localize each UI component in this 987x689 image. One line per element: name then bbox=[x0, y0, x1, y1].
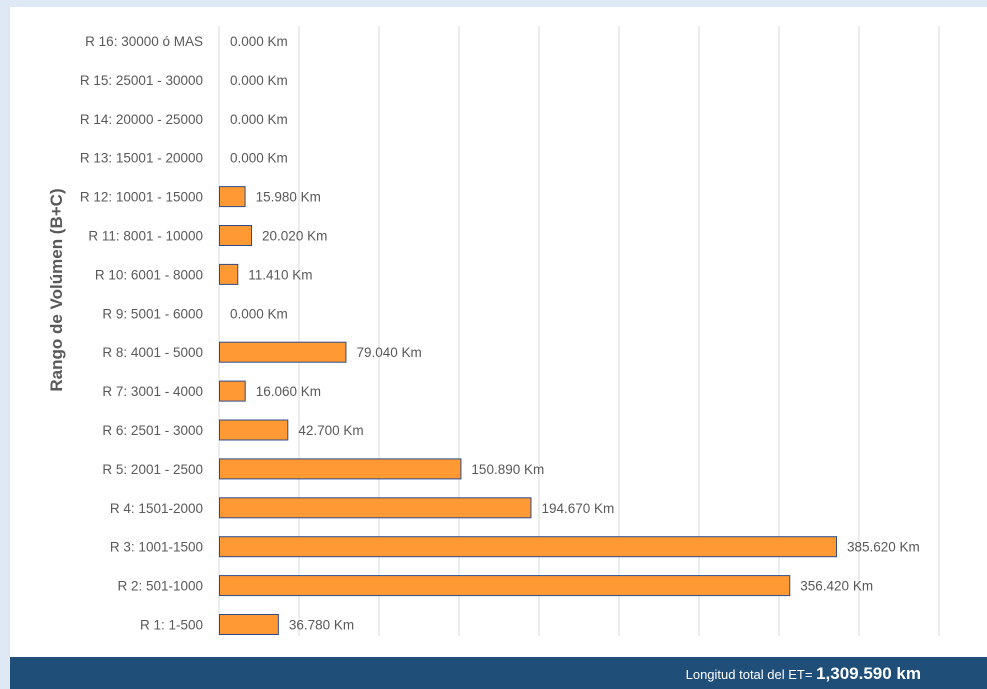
bar bbox=[219, 186, 246, 208]
data-label: 0.000 Km bbox=[230, 151, 288, 166]
category-label: R 16: 30000 ó MAS bbox=[85, 34, 203, 49]
data-label: 0.000 Km bbox=[230, 306, 288, 321]
data-label: 20.020 Km bbox=[262, 229, 327, 244]
data-label: 42.700 Km bbox=[298, 423, 363, 438]
bar bbox=[219, 536, 837, 558]
category-label: R 2: 501-1000 bbox=[117, 579, 203, 594]
data-label: 15.980 Km bbox=[256, 190, 321, 205]
total-length-bar: Longitud total del ET= 1,309.590 km bbox=[10, 657, 987, 689]
data-label: 385.620 Km bbox=[847, 540, 920, 555]
category-label: R 5: 2001 - 2500 bbox=[102, 462, 203, 477]
data-label: 0.000 Km bbox=[230, 73, 288, 88]
data-label: 16.060 Km bbox=[256, 384, 321, 399]
category-label: R 4: 1501-2000 bbox=[110, 501, 203, 516]
bar bbox=[219, 380, 246, 402]
data-label: 79.040 Km bbox=[356, 345, 421, 360]
category-label: R 7: 3001 - 4000 bbox=[102, 384, 203, 399]
total-length-value: 1,309.590 km bbox=[816, 664, 921, 683]
category-label: R 3: 1001-1500 bbox=[110, 540, 203, 555]
category-label: R 11: 8001 - 10000 bbox=[88, 229, 203, 244]
category-label: R 8: 4001 - 5000 bbox=[102, 345, 203, 360]
data-label: 36.780 Km bbox=[289, 618, 354, 633]
bar bbox=[219, 575, 791, 597]
bar bbox=[219, 263, 239, 285]
bar bbox=[219, 225, 253, 246]
bar-chart: R 16: 30000 ó MAS 0.000 Km R 15: 25001 - 3… bbox=[47, 26, 940, 636]
data-label: 150.890 Km bbox=[471, 462, 544, 477]
category-label: R 10: 6001 - 8000 bbox=[95, 267, 203, 282]
data-label: 0.000 Km bbox=[230, 112, 288, 127]
bar bbox=[219, 497, 532, 519]
category-label: R 6: 2501 - 3000 bbox=[102, 423, 203, 438]
bar bbox=[219, 419, 289, 441]
y-axis-title: Rango de Volúmen (B+C) bbox=[47, 188, 66, 391]
data-label: 194.670 Km bbox=[541, 501, 614, 516]
category-label: R 12: 10001 - 15000 bbox=[80, 190, 203, 205]
bar bbox=[219, 458, 462, 480]
data-label: 356.420 Km bbox=[800, 579, 873, 594]
chart-panel: R 16: 30000 ó MAS 0.000 Km R 15: 25001 - 3… bbox=[10, 7, 987, 657]
category-label: R 14: 20000 - 25000 bbox=[80, 112, 203, 127]
category-label: R 15: 25001 - 30000 bbox=[80, 73, 203, 88]
bar bbox=[219, 341, 347, 363]
total-length-label: Longitud total del ET= bbox=[685, 667, 813, 682]
data-label: 11.410 Km bbox=[248, 267, 312, 282]
bar bbox=[219, 614, 279, 635]
data-label: 0.000 Km bbox=[230, 34, 288, 49]
category-label: R 9: 5001 - 6000 bbox=[102, 306, 203, 321]
category-label: R 13: 15001 - 20000 bbox=[80, 151, 203, 166]
total-length-readout: Longitud total del ET= 1,309.590 km bbox=[686, 664, 921, 684]
category-label: R 1: 1-500 bbox=[140, 618, 203, 633]
